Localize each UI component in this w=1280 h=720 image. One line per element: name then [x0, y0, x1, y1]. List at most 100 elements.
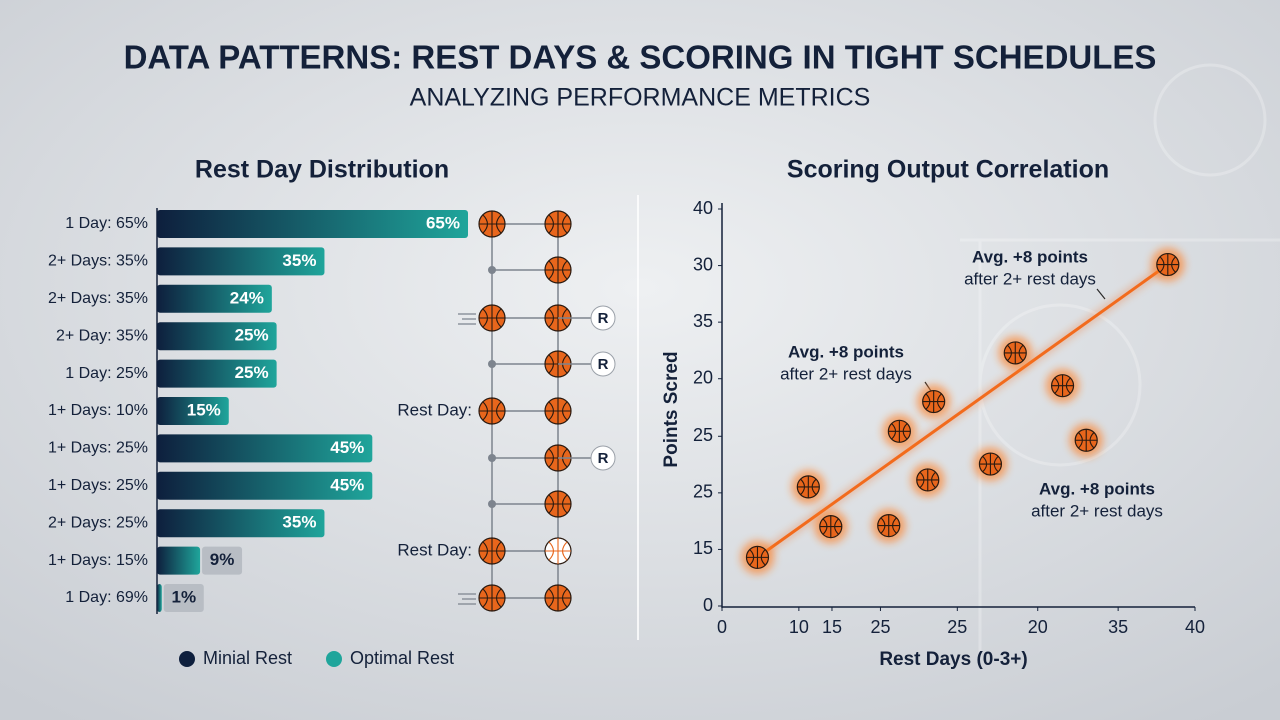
- value-label: 35%: [282, 251, 316, 270]
- annotation-text: after 2+ rest days: [964, 269, 1096, 288]
- bar: [157, 247, 325, 276]
- value-label: 45%: [330, 438, 364, 457]
- bar: [157, 546, 201, 575]
- rest-day-label: Rest Day:: [397, 400, 472, 419]
- value-label: 15%: [187, 400, 221, 419]
- ball-seams: [545, 257, 571, 283]
- bar: [157, 397, 229, 425]
- category-label: 1+ Days: 10%: [48, 402, 148, 419]
- y-tick-label: 30: [693, 254, 713, 274]
- ball-seams: [1004, 341, 1027, 364]
- annotation-text: after 2+ rest days: [780, 364, 912, 383]
- basketball: [544, 490, 572, 518]
- y-tick-label: 35: [693, 311, 713, 331]
- ball-seams: [888, 420, 911, 443]
- y-tick-label: 25: [693, 482, 713, 502]
- bar: [157, 509, 325, 538]
- category-label: 1 Day: 69%: [65, 589, 148, 606]
- basketball: [544, 584, 572, 612]
- ball-seams: [877, 514, 900, 537]
- value-label: 25%: [235, 363, 269, 382]
- marker-badge: [590, 351, 616, 377]
- value-label-bg: [202, 546, 243, 575]
- x-tick-label: 10: [789, 617, 809, 637]
- bar: [157, 359, 277, 388]
- basketball: [882, 414, 917, 449]
- value-label: 9%: [210, 550, 235, 569]
- category-label: 1 Day: 25%: [65, 365, 148, 382]
- marker-badge: [590, 305, 616, 331]
- x-tick-label: 25: [947, 617, 967, 637]
- page-subtitle: ANALYZING PERFORMANCE METRICS: [410, 84, 871, 112]
- ball-seams: [545, 538, 571, 564]
- bar: [157, 434, 373, 463]
- value-label: 45%: [330, 475, 364, 494]
- category-label: 1 Day: 65%: [65, 215, 148, 232]
- basketball: [740, 540, 775, 575]
- marker-badge: [590, 445, 616, 471]
- basketball: [916, 384, 951, 419]
- legend-swatch: [326, 651, 342, 667]
- value-label: 25%: [235, 326, 269, 345]
- trend-line: [756, 263, 1169, 559]
- category-label: 2+ Days: 35%: [48, 290, 148, 307]
- marker-label: R: [598, 310, 609, 327]
- ball-seams: [1075, 429, 1098, 452]
- category-label: 1+ Days: 15%: [48, 552, 148, 569]
- speed-lines: [458, 593, 476, 605]
- y-tick-label: 25: [693, 425, 713, 445]
- category-label: 2+ Days: 25%: [48, 514, 148, 531]
- ball-seams: [1156, 253, 1179, 276]
- annotation-heading: Avg. +8 points: [972, 247, 1088, 266]
- legend-label: Minial Rest: [203, 648, 292, 668]
- ball-seams: [797, 475, 820, 498]
- marker-label: R: [598, 356, 609, 373]
- court-decoration: [960, 63, 1280, 660]
- ball-seams: [819, 515, 842, 538]
- x-tick-label: 40: [1185, 617, 1205, 637]
- value-label: 65%: [426, 213, 460, 232]
- bar: [157, 210, 468, 238]
- x-tick-label: 15: [822, 617, 842, 637]
- value-label: 24%: [230, 288, 264, 307]
- x-tick-label: 20: [1028, 617, 1048, 637]
- bar: [157, 584, 162, 612]
- annotation-text: after 2+ rest days: [1031, 501, 1163, 520]
- category-label: 2+ Days: 35%: [48, 253, 148, 270]
- x-tick-label: 35: [1108, 617, 1128, 637]
- y-tick-label: 15: [693, 538, 713, 558]
- basketball: [1150, 247, 1185, 282]
- basketball: [1069, 423, 1104, 458]
- basketball: [998, 335, 1033, 370]
- basketball: [478, 584, 506, 612]
- y-tick-label: 0: [703, 595, 713, 615]
- basketball: [1045, 368, 1080, 403]
- value-label: 1%: [171, 587, 196, 606]
- bar: [157, 322, 277, 351]
- ball-seams: [545, 398, 571, 424]
- legend-swatch: [179, 651, 195, 667]
- x-tick-label: 0: [717, 617, 727, 637]
- ball-seams: [746, 546, 769, 569]
- ball-seams: [1051, 374, 1074, 397]
- timeline-dot: [488, 360, 496, 368]
- x-axis-label: Rest Days (0-3+): [879, 649, 1027, 670]
- ball-seams: [479, 538, 505, 564]
- basketball: [478, 304, 506, 332]
- ball-seams: [545, 211, 571, 237]
- timeline-dot: [488, 454, 496, 462]
- basketball: [973, 447, 1008, 482]
- ball-seams: [545, 585, 571, 611]
- legend-label: Optimal Rest: [350, 648, 454, 668]
- bar: [157, 471, 373, 500]
- basketball: [791, 469, 826, 504]
- bar: [157, 284, 272, 313]
- basketball: [478, 210, 506, 238]
- annotation-heading: Avg. +8 points: [1039, 479, 1155, 498]
- x-tick-label: 25: [870, 617, 890, 637]
- basketball: [544, 537, 572, 565]
- annotation-heading: Avg. +8 points: [788, 342, 904, 361]
- category-label: 1+ Days: 25%: [48, 440, 148, 457]
